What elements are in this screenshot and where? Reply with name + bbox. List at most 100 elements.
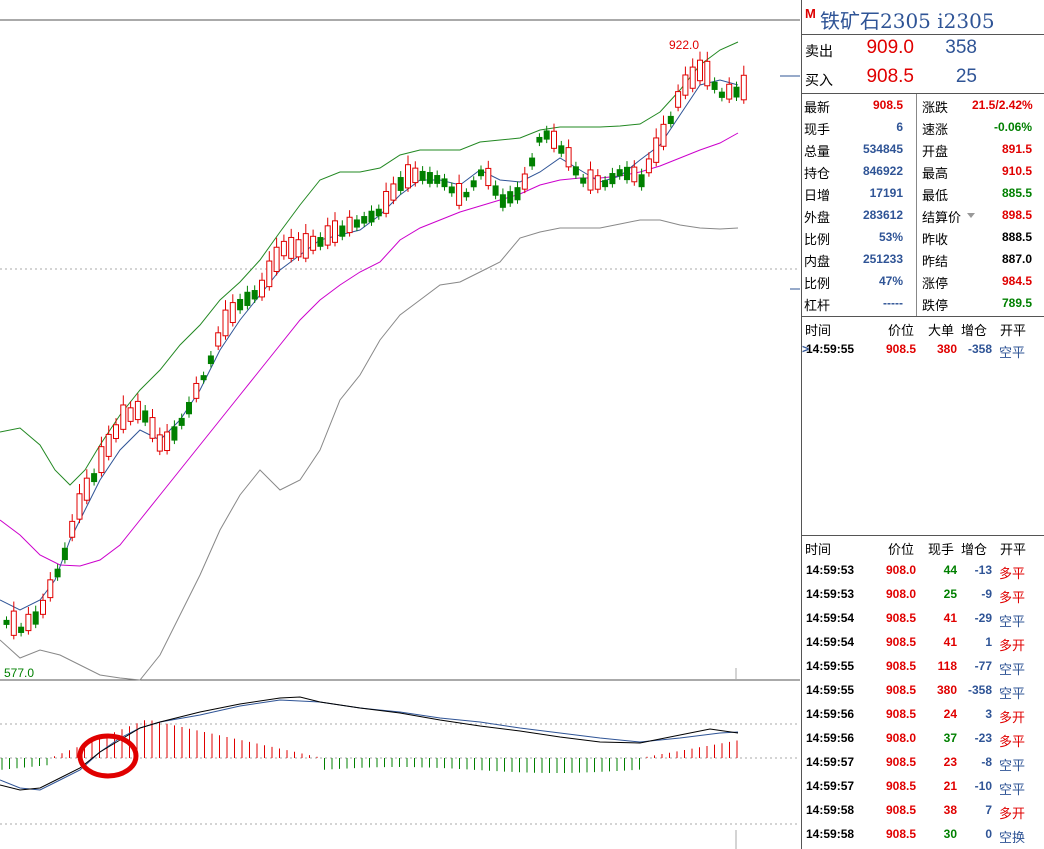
market-badge: M	[805, 6, 816, 21]
quote-row: 日增 17191 最低 885.5	[802, 182, 1044, 204]
column-header: 时间	[805, 324, 832, 339]
candle-body	[40, 599, 46, 615]
big-trade-row[interactable]: >14:59:55 908.5 380 -358 空平	[802, 339, 1044, 361]
candle-body	[463, 191, 470, 198]
quote-row: 现手 6 速涨 -0.06%	[802, 116, 1044, 138]
candle-body	[91, 473, 98, 483]
candle-body	[222, 309, 229, 337]
quote-panel: M 铁矿石2305 i2305 卖出 909.0 358 买入 908.5 25…	[801, 0, 1044, 849]
tick-oi-change: -9	[981, 587, 992, 601]
candle-body	[645, 158, 652, 174]
tick-time: 14:59:57	[806, 755, 855, 769]
quote-label: 比例	[804, 277, 831, 292]
tick-row[interactable]: 14:59:53 908.0 44 -13 多平	[802, 558, 1044, 582]
kline-chart[interactable]: 922.0 577.0	[0, 0, 800, 849]
tick-type: 空平	[999, 687, 1026, 702]
candle-body	[164, 431, 171, 452]
candle-body	[98, 446, 105, 474]
tick-price: 908.5	[885, 611, 916, 625]
candle-body	[76, 493, 83, 520]
macd-dea-line	[0, 699, 739, 791]
tick-time: 14:59:55	[806, 659, 855, 673]
candlesticks	[3, 51, 747, 640]
quote-value: 898.5	[1001, 208, 1032, 222]
candle-body	[543, 130, 550, 140]
quote-value: 283612	[862, 208, 903, 222]
candle-body	[302, 233, 309, 259]
candle-body	[492, 185, 499, 196]
candle-body	[324, 225, 331, 246]
tick-type: 多开	[999, 807, 1026, 822]
candle-body	[653, 137, 660, 163]
quote-value: 47%	[878, 274, 903, 288]
tick-oi-change: -8	[981, 755, 992, 769]
trade-volume: 380	[936, 342, 957, 356]
candle-body	[317, 237, 324, 247]
column-header: 增仓	[961, 543, 988, 558]
tick-row[interactable]: 14:59:55 908.5 118 -77 空平	[802, 654, 1044, 678]
tick-row[interactable]: 14:59:56 908.0 37 -23 多平	[802, 726, 1044, 750]
tick-row[interactable]: 14:59:54 908.5 41 -29 空平	[802, 606, 1044, 630]
quote-label: 开盘	[922, 145, 949, 160]
ma-mid-line	[0, 132, 739, 567]
tick-row[interactable]: 14:59:54 908.5 41 1 多开	[802, 630, 1044, 654]
quote-label: 涨停	[922, 277, 949, 292]
tick-oi-change: -10	[974, 779, 992, 793]
candle-body	[616, 169, 623, 177]
trade-oi-change: -358	[967, 342, 992, 356]
quote-label: 最高	[922, 167, 949, 182]
tick-row[interactable]: 14:59:53 908.0 25 -9 多平	[802, 582, 1044, 606]
tick-section[interactable]: 时间 价位 现手 增仓 开平 14:59:53 908.0 44 -13 多平 14:59:53 9…	[802, 536, 1044, 846]
tick-price: 908.5	[885, 779, 916, 793]
quote-table: 最新 908.5 涨跌 21.5/2.42% 现手 6 速涨 -0.06% 总量 534845 开盘…	[802, 94, 1044, 317]
tick-price: 908.5	[885, 827, 916, 841]
tick-time: 14:59:57	[806, 779, 855, 793]
candle-body	[25, 613, 32, 632]
quote-value: -0.06%	[993, 120, 1032, 134]
instrument-title[interactable]: 铁矿石2305 i2305	[820, 9, 995, 33]
tick-row[interactable]: 14:59:56 908.5 24 3 多开	[802, 702, 1044, 726]
candle-body	[339, 225, 346, 237]
candle-body	[405, 164, 411, 189]
tick-row[interactable]: 14:59:57 908.5 23 -8 空平	[802, 750, 1044, 774]
candle-body	[682, 74, 689, 96]
high-label: 922.0	[669, 38, 699, 52]
tick-row[interactable]: 14:59:55 908.5 380 -358 空平	[802, 678, 1044, 702]
candle-body	[310, 235, 317, 251]
candle-body	[32, 611, 39, 625]
title-bar: M 铁矿石2305 i2305	[802, 0, 1044, 35]
candle-body	[156, 434, 163, 452]
candle-body	[134, 400, 141, 421]
tick-oi-change: -23	[974, 731, 992, 745]
ask-price: 909.0	[866, 37, 914, 58]
quote-label: 速涨	[922, 123, 949, 138]
dropdown-icon[interactable]	[967, 213, 975, 218]
tick-row[interactable]: 14:59:58 908.5 38 7 多开	[802, 798, 1044, 822]
candle-body	[667, 115, 674, 125]
candle-body	[624, 166, 630, 181]
tick-volume: 25	[943, 587, 957, 601]
candle-body	[521, 173, 528, 190]
candle-body	[448, 186, 455, 194]
highlight-circle	[77, 733, 139, 779]
candle-body	[602, 180, 609, 188]
column-header: 开平	[1000, 543, 1027, 558]
candle-body	[587, 169, 594, 191]
tick-row[interactable]: 14:59:57 908.5 21 -10 空平	[802, 774, 1044, 798]
tick-row[interactable]: 14:59:58 908.5 30 0 空换	[802, 822, 1044, 846]
ask-volume: 358	[945, 37, 977, 58]
tick-oi-change: 7	[985, 803, 992, 817]
macd-subchart	[0, 696, 739, 791]
quote-value: 6	[896, 120, 903, 134]
candle-body	[149, 417, 156, 439]
candle-body	[215, 332, 222, 347]
candle-body	[675, 91, 682, 108]
candle-body	[609, 173, 616, 185]
candle-body	[237, 298, 244, 311]
column-header: 时间	[805, 543, 832, 558]
candle-body	[718, 91, 725, 98]
quote-label: 昨收	[922, 233, 949, 248]
trade-type: 空平	[999, 346, 1026, 361]
candle-body	[689, 66, 696, 89]
quote-row: 比例 47% 涨停 984.5	[802, 270, 1044, 292]
